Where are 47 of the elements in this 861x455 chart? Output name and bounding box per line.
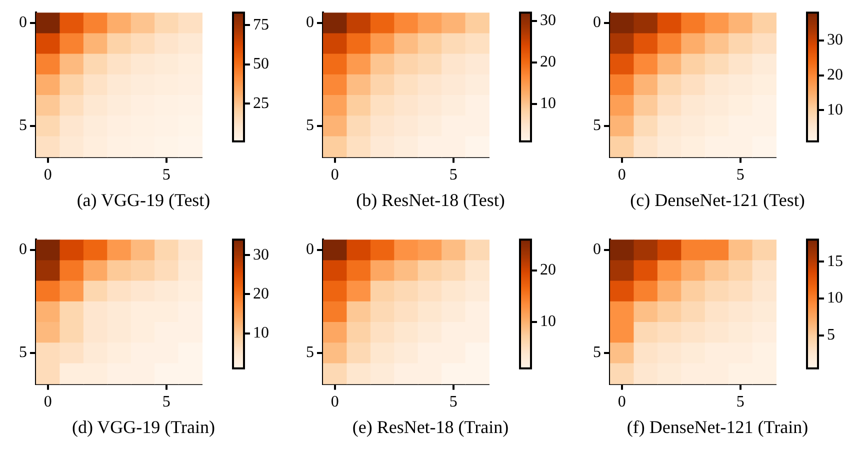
color-bar-label: 50: [252, 56, 268, 73]
x-tick-label: 0: [43, 394, 52, 411]
y-tick-label: 5: [306, 117, 314, 134]
text: (d) VGG-19 (Train): [72, 417, 215, 438]
y-tick-label: 0: [306, 241, 314, 258]
text: (e) ResNet-18 (Train): [352, 417, 509, 438]
x-tick-label: 5: [162, 394, 170, 411]
text: (b) ResNet-18 (Test): [356, 190, 505, 211]
color-bar-label: 20: [540, 262, 556, 279]
x-tick-label: 0: [617, 166, 626, 184]
y-tick-label: 0: [18, 14, 26, 32]
text: (f) DenseNet-121 (Train): [626, 417, 808, 438]
color-bar-label: 10: [826, 101, 842, 118]
x-tick-label: 5: [736, 394, 744, 411]
color-bar-label: 20: [826, 66, 842, 84]
color-bar-label: 5: [826, 326, 834, 344]
y-tick-label: 5: [18, 344, 26, 362]
x-tick-label: 5: [736, 166, 744, 184]
color-bar-label: 25: [252, 94, 268, 112]
color-bar-label: 20: [540, 54, 556, 71]
x-tick-label: 5: [448, 394, 457, 411]
x-tick-label: 0: [43, 166, 52, 184]
y-tick-label: 0: [592, 241, 600, 258]
color-bar-label: 30: [540, 12, 556, 30]
color-bar-label: 10: [252, 324, 268, 342]
x-tick-label: 5: [448, 166, 457, 184]
text: (c) DenseNet-121 (Test): [630, 190, 805, 211]
color-bar-label: 10: [540, 95, 556, 112]
text: (a) VGG-19 (Test): [76, 190, 210, 211]
color-bar-label: 15: [826, 252, 842, 270]
y-tick-label: 5: [592, 117, 600, 134]
x-tick-label: 0: [330, 166, 338, 184]
x-tick-label: 5: [162, 166, 170, 184]
y-tick-label: 0: [18, 241, 26, 258]
color-bar-label: 10: [540, 313, 556, 330]
x-tick-label: 0: [617, 394, 626, 411]
color-bar-label: 30: [826, 32, 842, 49]
y-tick-label: 5: [18, 117, 26, 134]
y-tick-label: 5: [306, 344, 314, 362]
y-tick-label: 5: [592, 344, 600, 362]
color-bar-label: 75: [252, 16, 268, 34]
color-bar-label: 30: [252, 246, 268, 264]
color-bar-label: 10: [826, 290, 842, 307]
y-tick-label: 0: [592, 14, 600, 32]
color-bar-label: 20: [252, 285, 268, 302]
y-tick-label: 0: [306, 14, 314, 32]
x-tick-label: 0: [330, 394, 338, 411]
